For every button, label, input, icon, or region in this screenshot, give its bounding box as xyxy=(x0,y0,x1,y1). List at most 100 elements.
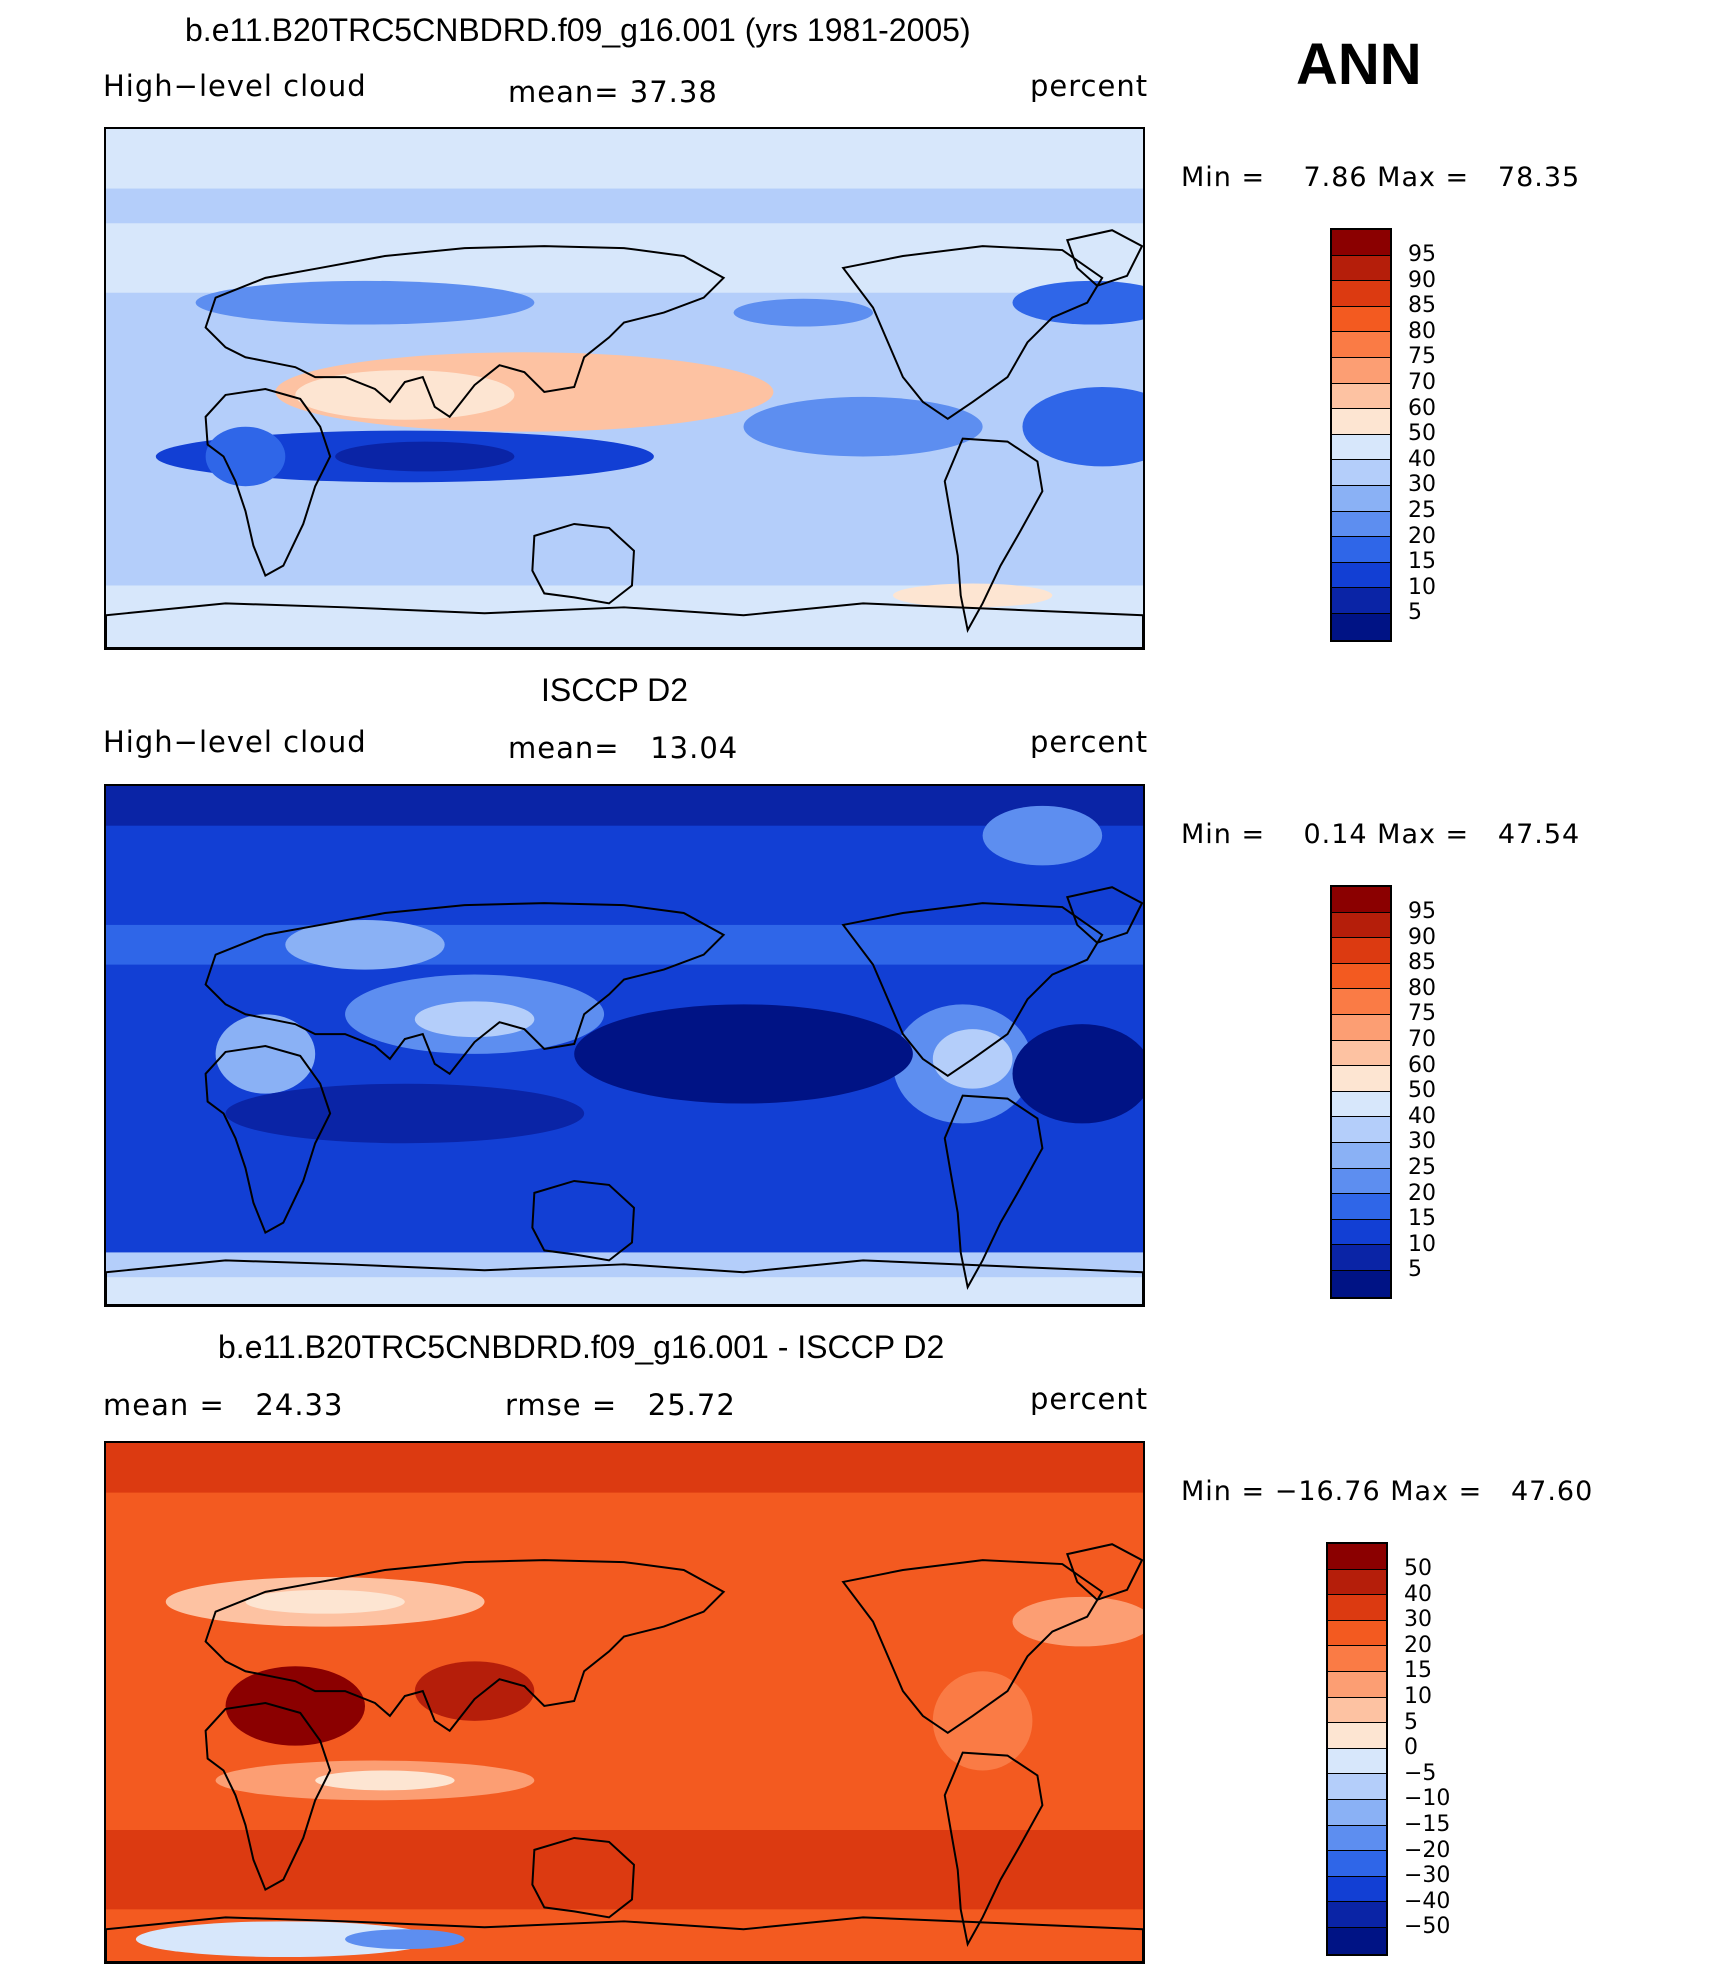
coastline xyxy=(841,902,1104,1077)
colorbar-swatch xyxy=(1328,1774,1386,1800)
colorbar-tick-label: 10 xyxy=(1404,1684,1432,1709)
colorbar-tick-label: 60 xyxy=(1408,1052,1436,1078)
colorbar-tick-label: 95 xyxy=(1408,899,1436,924)
panel1-variable-label: High−level cloud xyxy=(103,69,367,103)
colorbar-swatch xyxy=(1332,588,1390,614)
colorbar-tick-label: 90 xyxy=(1408,267,1436,293)
coastline xyxy=(531,522,635,605)
colorbar-tick-label: 10 xyxy=(1408,1231,1436,1257)
colorbar-tick-label: −20 xyxy=(1404,1837,1451,1863)
coastline xyxy=(841,1559,1104,1734)
colorbar-swatch xyxy=(1328,1697,1386,1724)
colorbar-tick-label: 15 xyxy=(1404,1658,1432,1684)
panel1-mean-label: mean= 37.38 xyxy=(508,75,718,109)
colorbar-swatch xyxy=(1328,1569,1386,1596)
coastline xyxy=(841,245,1104,420)
colorbar-tick-label: −30 xyxy=(1404,1863,1451,1889)
panel2-map xyxy=(104,784,1145,1307)
colorbar-tick-label: 80 xyxy=(1408,318,1436,344)
colorbar-tick-label: 20 xyxy=(1404,1632,1432,1658)
coastline xyxy=(531,1179,635,1262)
colorbar-swatch xyxy=(1332,989,1390,1015)
colorbar-swatch xyxy=(1332,1091,1390,1118)
colorbar-tick-label: 30 xyxy=(1408,1129,1436,1155)
panel3-title: b.e11.B20TRC5CNBDRD.f09_g16.001 - ISCCP … xyxy=(218,1329,945,1365)
colorbar-swatch xyxy=(1328,1646,1386,1672)
colorbar-tick-label: 25 xyxy=(1408,1155,1436,1180)
colorbar-tick-label: 25 xyxy=(1408,498,1436,523)
colorbar-swatch xyxy=(1332,409,1390,435)
colorbar-tick-label: 40 xyxy=(1408,1103,1436,1129)
colorbar-swatch xyxy=(1328,1723,1386,1749)
panel2-variable-label: High−level cloud xyxy=(103,725,367,759)
colorbar-swatch xyxy=(1332,1014,1390,1041)
colorbar-tick-label: 5 xyxy=(1408,600,1422,626)
colorbar-tick-label: −40 xyxy=(1404,1888,1451,1914)
coastline xyxy=(204,1044,332,1234)
panel2-colorbar xyxy=(1330,885,1392,1299)
colorbar-swatch xyxy=(1332,613,1390,640)
colorbar-tick-label: 70 xyxy=(1408,1027,1436,1052)
contour-field xyxy=(106,786,1143,1305)
colorbar-swatch xyxy=(1328,1748,1386,1775)
coastline xyxy=(1065,886,1143,944)
panel2-title: ISCCP D2 xyxy=(541,672,689,708)
colorbar-tick-label: 30 xyxy=(1404,1607,1432,1633)
colorbar-tick-label: 85 xyxy=(1408,950,1436,976)
panel3-units-label: percent xyxy=(1030,1382,1149,1416)
colorbar-tick-label: 40 xyxy=(1404,1581,1432,1607)
colorbar-tick-label: 15 xyxy=(1408,549,1436,575)
coastline xyxy=(106,602,1143,648)
coastline xyxy=(943,1094,1044,1290)
contour-field xyxy=(106,129,1143,648)
colorbar-tick-label: 40 xyxy=(1408,446,1436,472)
panel1-map xyxy=(104,127,1145,650)
coastline xyxy=(204,245,726,419)
colorbar-tick-label: −50 xyxy=(1404,1914,1451,1940)
colorbar-tick-label: 50 xyxy=(1408,1078,1436,1104)
colorbar-swatch xyxy=(1332,306,1390,333)
colorbar-swatch xyxy=(1328,1825,1386,1852)
panel1-title: b.e11.B20TRC5CNBDRD.f09_g16.001 (yrs 198… xyxy=(185,12,971,48)
colorbar-swatch xyxy=(1332,1194,1390,1220)
panel1-colorbar xyxy=(1330,228,1392,642)
colorbar-tick-label: 5 xyxy=(1408,1257,1422,1283)
colorbar-swatch xyxy=(1332,460,1390,486)
coastline xyxy=(943,1751,1044,1947)
colorbar-swatch xyxy=(1332,1168,1390,1195)
panel3-rmse-label: rmse = 25.72 xyxy=(505,1388,736,1422)
colorbar-tick-label: 50 xyxy=(1404,1556,1432,1581)
colorbar-tick-label: 60 xyxy=(1408,395,1436,421)
colorbar-tick-label: 95 xyxy=(1408,242,1436,267)
colorbar-swatch xyxy=(1328,1595,1386,1621)
colorbar-tick-label: 50 xyxy=(1408,421,1436,447)
panel2-minmax: Min = 0.14 Max = 47.54 xyxy=(1181,819,1581,850)
colorbar-swatch xyxy=(1332,1040,1390,1067)
colorbar-tick-label: 75 xyxy=(1408,1001,1436,1027)
colorbar-tick-label: 20 xyxy=(1408,523,1436,549)
colorbar-tick-label: −10 xyxy=(1404,1786,1451,1812)
coastline xyxy=(204,902,726,1076)
colorbar-swatch xyxy=(1332,485,1390,512)
colorbar-tick-label: 0 xyxy=(1404,1735,1418,1761)
colorbar-swatch xyxy=(1332,332,1390,358)
coastline xyxy=(106,1259,1143,1305)
colorbar-tick-label: 70 xyxy=(1408,370,1436,395)
colorbar-swatch xyxy=(1328,1799,1386,1826)
panel3-mean-label: mean = 24.33 xyxy=(103,1388,344,1422)
colorbar-tick-label: 15 xyxy=(1408,1206,1436,1232)
panel2-units-label: percent xyxy=(1030,725,1149,759)
colorbar-swatch xyxy=(1332,383,1390,410)
colorbar-swatch xyxy=(1332,887,1390,913)
colorbar-swatch xyxy=(1332,562,1390,589)
colorbar-swatch xyxy=(1332,1142,1390,1169)
colorbar-swatch xyxy=(1332,1117,1390,1143)
colorbar-tick-label: 75 xyxy=(1408,344,1436,370)
colorbar-swatch xyxy=(1332,537,1390,563)
colorbar-tick-label: 90 xyxy=(1408,924,1436,950)
colorbar-swatch xyxy=(1332,511,1390,538)
coastline xyxy=(531,1836,635,1919)
colorbar-swatch xyxy=(1332,357,1390,384)
colorbar-swatch xyxy=(1328,1851,1386,1877)
colorbar-swatch xyxy=(1332,1066,1390,1092)
